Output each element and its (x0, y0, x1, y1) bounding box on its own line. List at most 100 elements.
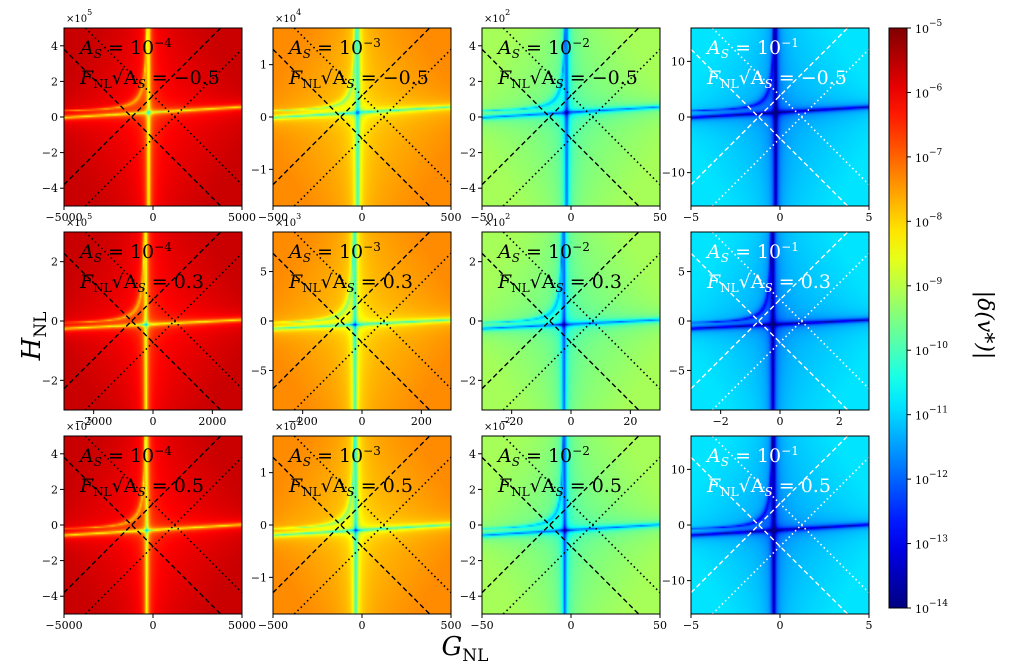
x-tick-label: 0 (777, 211, 784, 224)
guide-line-dashed (481, 435, 640, 594)
colorbar-tick-label: 10−10 (915, 341, 948, 358)
y-tick-label: 2 (51, 75, 58, 88)
x-tick-label: 0 (568, 211, 575, 224)
guide-line-dashed (63, 252, 222, 411)
colorbar-tick-label: 10−9 (915, 277, 943, 294)
guide-line-dotted (502, 231, 661, 390)
y-tick-label: −4 (460, 182, 476, 195)
annotation-AS: AS = 10−4 (78, 444, 172, 469)
guide-line-dashed (690, 48, 849, 207)
guide-line-dashed (272, 48, 431, 207)
guide-line-dashed (690, 456, 849, 615)
y-tick-label: 10 (671, 463, 685, 476)
y-tick-label: 0 (678, 315, 685, 328)
x-tick-label: 0 (150, 211, 157, 224)
x-tick-label: 0 (150, 415, 157, 428)
guide-line-dotted (293, 27, 452, 186)
annotation-AS: AS = 10−1 (705, 36, 799, 61)
heatmap-image (691, 436, 869, 614)
colorbar: 10−5 10−6 10−7 10−8 10−9 10−10 10−11 10−12 10−13… (888, 19, 948, 616)
x-tick-label: −20 (500, 415, 523, 428)
guide-line-dashed (481, 27, 640, 186)
guide-line-dotted (84, 27, 243, 186)
x-tick-label: 5 (866, 211, 873, 224)
heatmap-image (273, 28, 451, 206)
x-tick-label: −50 (470, 619, 493, 632)
y-tick-label: 2 (51, 256, 58, 269)
guide-line-dotted (84, 252, 243, 411)
guide-line-dashed (481, 456, 640, 615)
axis-multiplier: ×105 (66, 8, 92, 25)
guide-line-dashed (63, 48, 222, 207)
guide-line-dotted (711, 27, 870, 186)
colorbar-gradient (888, 27, 908, 609)
y-tick-label: −1 (251, 571, 267, 584)
guide-line-dashed (272, 252, 431, 411)
y-tick-label: −1 (251, 163, 267, 176)
guide-line-dashed (63, 456, 222, 615)
y-tick-label: −5 (251, 364, 267, 377)
x-axis-label: GNL (442, 632, 489, 666)
x-tick-label: 50 (653, 211, 667, 224)
guide-line-dotted (293, 231, 452, 390)
guide-line-dotted (711, 456, 870, 615)
y-tick-label: 10 (671, 55, 685, 68)
annotation-FNL: FNL√AS = −0.5 (79, 67, 220, 91)
y-tick-label: 2 (51, 483, 58, 496)
heatmap-image (64, 28, 242, 206)
y-tick-label: 1 (260, 467, 267, 480)
y-tick-label: 0 (469, 519, 476, 532)
y-tick-label: 4 (469, 40, 476, 53)
y-tick-label: 0 (51, 315, 58, 328)
x-tick-label: 0 (359, 619, 366, 632)
colorbar-tick-label: 10−7 (915, 148, 943, 165)
y-tick-label: 5 (260, 266, 267, 279)
y-tick-label: 0 (469, 111, 476, 124)
x-tick-label: 50 (653, 619, 667, 632)
x-tick-label: 2000 (198, 415, 226, 428)
x-tick-label: 0 (568, 415, 575, 428)
guide-line-dotted (84, 231, 243, 390)
annotation-AS: AS = 10−1 (705, 444, 799, 469)
heatmap-panel: −5000 0 5000 4 2 0 −2 −4 ×105 AS = 10−4 FNL√AS = −… (42, 8, 256, 224)
x-tick-label: −2000 (75, 415, 112, 428)
annotation-AS: AS = 10−1 (705, 240, 799, 265)
guide-line-dotted (84, 435, 243, 594)
y-tick-label: 0 (469, 315, 476, 328)
y-tick-label: 2 (469, 256, 476, 269)
colorbar-tick-label: 10−14 (915, 599, 948, 616)
x-tick-label: 0 (568, 619, 575, 632)
annotation-FNL: FNL√AS = 0.3 (288, 271, 413, 295)
y-tick-label: 5 (678, 266, 685, 279)
colorbar-tick-label: 10−8 (915, 212, 943, 229)
guide-line-dotted (711, 252, 870, 411)
y-tick-label: −2 (42, 374, 58, 387)
guide-line-dashed (481, 48, 640, 207)
axis-multiplier: ×102 (484, 416, 510, 433)
axis-multiplier: ×104 (275, 416, 301, 433)
x-tick-label: −2 (713, 415, 729, 428)
y-tick-label: −5 (669, 364, 685, 377)
heatmap-image (482, 28, 660, 206)
y-tick-label: 1 (260, 59, 267, 72)
y-tick-label: 0 (678, 519, 685, 532)
y-tick-label: 4 (51, 448, 58, 461)
heatmap-image (482, 232, 660, 410)
x-tick-label: −5 (683, 619, 699, 632)
y-tick-label: 2 (469, 75, 476, 88)
x-tick-label: −50 (470, 211, 493, 224)
guide-line-dashed (690, 231, 849, 390)
guide-line-dotted (502, 435, 661, 594)
y-tick-label: −2 (42, 555, 58, 568)
guide-line-dashed (63, 231, 222, 390)
guide-line-dashed (63, 27, 222, 186)
annotation-AS: AS = 10−4 (78, 36, 172, 61)
guide-line-dotted (502, 456, 661, 615)
guide-line-dotted (711, 231, 870, 390)
axis-multiplier: ×105 (66, 212, 92, 229)
guide-line-dotted (293, 435, 452, 594)
